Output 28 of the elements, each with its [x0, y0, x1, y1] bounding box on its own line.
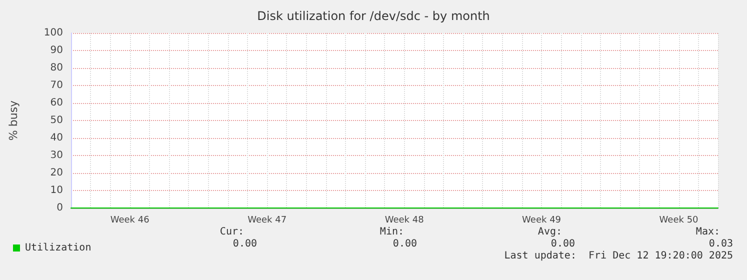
y-tick-label: 70 — [50, 80, 63, 91]
y-tick-label: 10 — [50, 185, 63, 196]
y-tick-label: 40 — [50, 132, 63, 144]
x-tick-label: Week 46 — [110, 216, 150, 226]
x-tick-label: Week 47 — [248, 216, 287, 226]
y-tick-label: 50 — [50, 115, 63, 126]
y-tick-label: 60 — [50, 98, 63, 108]
text: Min: — [380, 226, 404, 238]
x-tick-label: Week 48 — [384, 216, 424, 226]
y-tick-label: 0 — [56, 202, 63, 214]
text: 0.03 — [708, 238, 734, 250]
y-tick-label: 90 — [50, 45, 63, 56]
text: Max: — [696, 226, 720, 238]
y-tick-label: 100 — [44, 28, 63, 38]
y-tick-label: 80 — [50, 62, 63, 74]
text: 0.00 — [392, 238, 418, 250]
y-axis-title: % busy — [7, 100, 20, 141]
x-tick-label: Week 49 — [522, 216, 562, 226]
text: 0.00 — [550, 238, 576, 250]
text: Avg: — [538, 226, 562, 238]
text: 0.00 — [232, 238, 258, 250]
text: Cur: — [220, 226, 244, 238]
chart-title: Disk utilization for /dev/sdc - by month — [257, 9, 490, 23]
legend-label: Utilization — [25, 242, 92, 254]
y-tick-label: 20 — [50, 168, 63, 178]
y-tick-label: 30 — [50, 150, 63, 161]
text: Last update: Fri Dec 12 19:20:00 2025 — [504, 250, 733, 262]
x-tick-label: Week 50 — [659, 216, 699, 226]
